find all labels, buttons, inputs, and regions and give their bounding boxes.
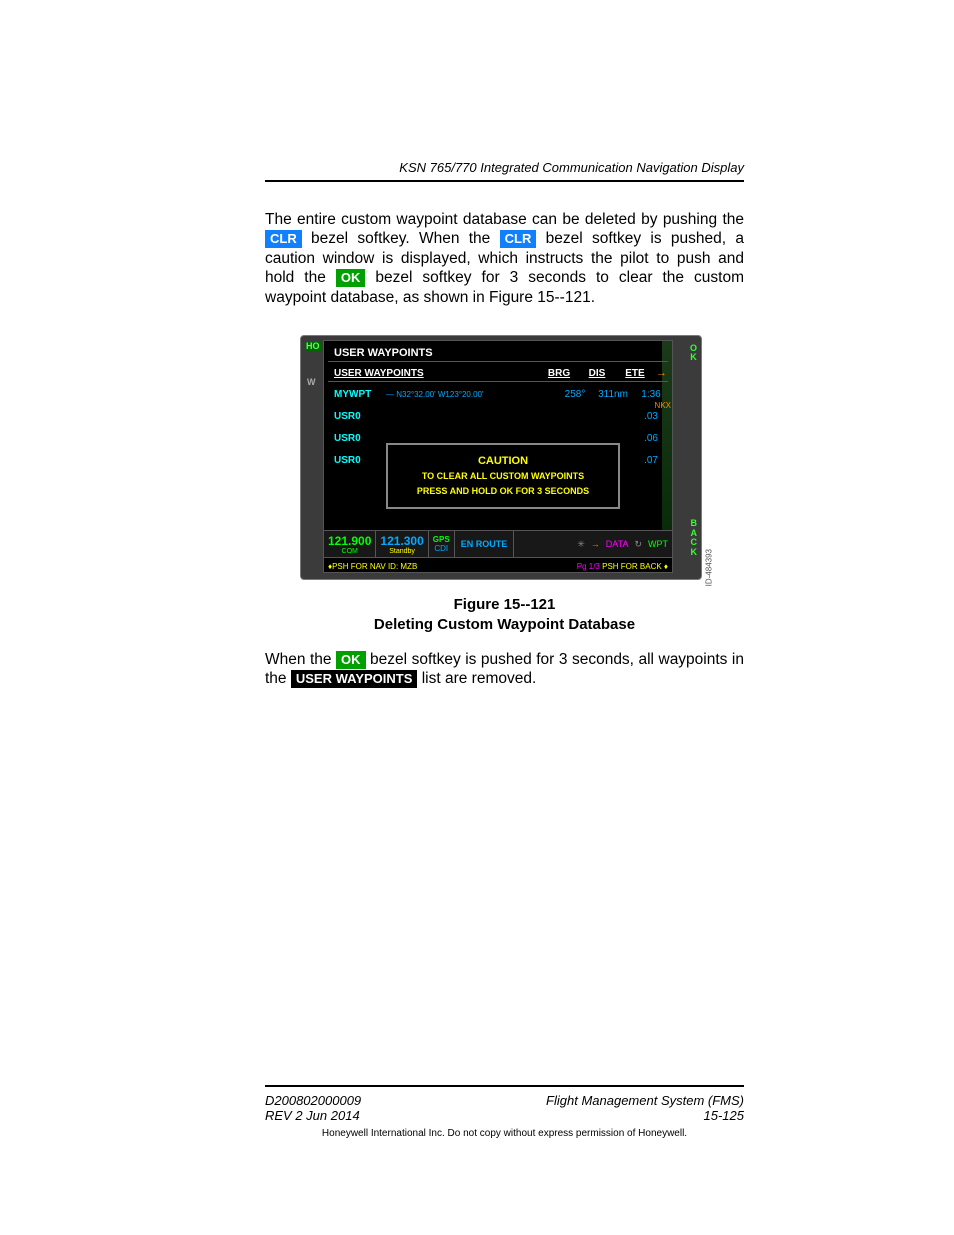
header-arrow-icon: → xyxy=(656,367,668,379)
wpt-label: WPT xyxy=(648,539,668,549)
col-header-ete: ETE xyxy=(618,368,652,379)
nav-mode-box[interactable]: GPS CDI xyxy=(429,531,455,557)
figure-caption: Figure 15--121 Deleting Custom Waypoint … xyxy=(265,595,744,634)
active-freq-label: COM xyxy=(328,548,371,555)
screen-title-bar: USER WAYPOINTS xyxy=(328,345,668,362)
refresh-icon: ↻ xyxy=(634,539,642,550)
wp-ete: .06 xyxy=(634,433,668,444)
wp-ete: .07 xyxy=(634,455,668,466)
waypoint-rows: MYWPT — N32°32.00' W123°20.00' 258° 311n… xyxy=(328,383,668,532)
bezel-ok-label[interactable]: O K xyxy=(690,344,697,363)
active-freq: 121.900 xyxy=(328,534,371,548)
clr-softkey-label: CLR xyxy=(265,230,302,248)
ok-softkey-label: OK xyxy=(336,269,366,287)
running-header: KSN 765/770 Integrated Communication Nav… xyxy=(399,160,744,175)
standby-freq: 121.300 xyxy=(380,534,423,548)
bezel-w-label: W xyxy=(307,378,316,387)
page: KSN 765/770 Integrated Communication Nav… xyxy=(0,0,954,1235)
page-footer: D200802000009 REV 2 Jun 2014 Flight Mana… xyxy=(265,1093,744,1123)
bezel-ho-label: HO xyxy=(305,342,321,351)
screen-title: USER WAYPOINTS xyxy=(328,347,433,359)
col-header-brg: BRG xyxy=(542,368,576,379)
caution-dialog: CAUTION TO CLEAR ALL CUSTOM WAYPOINTS PR… xyxy=(386,443,620,509)
revision-date: REV 2 Jun 2014 xyxy=(265,1108,361,1123)
col-header-name: USER WAYPOINTS xyxy=(328,368,538,379)
caution-line-1: TO CLEAR ALL CUSTOM WAYPOINTS xyxy=(422,471,584,482)
standby-freq-label: Standby xyxy=(380,548,423,555)
caption-line-2: Deleting Custom Waypoint Database xyxy=(265,615,744,635)
device-bezel: HO W O K B A C K ID-484393 NKX USER WAYP… xyxy=(300,335,702,580)
user-waypoints-label: USER WAYPOINTS xyxy=(291,670,418,688)
psh-nav-label: ♦PSH FOR NAV ID: MZB xyxy=(328,562,417,571)
wp-name: USR0 xyxy=(334,433,382,444)
compass-icon: ✳ xyxy=(577,539,585,550)
page-indicator: Pg 1/3 xyxy=(577,562,600,571)
arrow-icon: → xyxy=(591,539,600,549)
wp-ete: 1:36 xyxy=(634,389,668,400)
data-label: DATA xyxy=(606,539,629,549)
display-screen: NKX USER WAYPOINTS USER WAYPOINTS BRG DI… xyxy=(323,340,673,573)
psh-back-label: PSH FOR BACK ♦ xyxy=(602,562,668,571)
bottom-status-bar: 121.900 COM 121.300 Standby GPS CDI EN R… xyxy=(324,530,672,558)
bezel-back-label[interactable]: B A C K xyxy=(691,519,698,557)
wp-dis: 311nm xyxy=(596,389,630,400)
text: list are removed. xyxy=(422,670,537,687)
wp-coord: — N32°32.00' W123°20.00' xyxy=(386,390,554,399)
page-number: 15-125 xyxy=(546,1108,744,1123)
caption-line-1: Figure 15--121 xyxy=(265,595,744,615)
mode-cdi: CDI xyxy=(434,544,448,553)
caution-caption: CAUTION xyxy=(478,455,528,467)
footer-rule xyxy=(265,1085,744,1087)
list-header-row: USER WAYPOINTS BRG DIS ETE → xyxy=(328,365,668,382)
system-name: Flight Management System (FMS) xyxy=(546,1093,744,1108)
waypoint-row[interactable]: MYWPT — N32°32.00' W123°20.00' 258° 311n… xyxy=(328,383,668,405)
active-freq-box[interactable]: 121.900 COM xyxy=(324,531,376,557)
text: The entire custom waypoint database can … xyxy=(265,211,744,228)
text: bezel softkey. When the xyxy=(311,230,500,247)
wp-name: USR0 xyxy=(334,411,382,422)
wp-name: USR0 xyxy=(334,455,382,466)
text: When the xyxy=(265,651,336,668)
enroute-indicator: EN ROUTE xyxy=(455,531,515,557)
wp-ete: .03 xyxy=(634,411,668,422)
clr-softkey-label: CLR xyxy=(500,230,537,248)
paragraph-2: When the OK bezel softkey is pushed for … xyxy=(265,650,744,689)
copyright-notice: Honeywell International Inc. Do not copy… xyxy=(265,1128,744,1139)
caution-line-2: PRESS AND HOLD OK FOR 3 SECONDS xyxy=(417,486,589,497)
figure-screenshot: HO W O K B A C K ID-484393 NKX USER WAYP… xyxy=(300,335,702,580)
paragraph-1: The entire custom waypoint database can … xyxy=(265,210,744,307)
standby-freq-box[interactable]: 121.300 Standby xyxy=(376,531,428,557)
header-rule xyxy=(265,180,744,182)
image-id-label: ID-484393 xyxy=(704,549,713,586)
doc-number: D200802000009 xyxy=(265,1093,361,1108)
mode-gps: GPS xyxy=(433,535,450,544)
wp-name: MYWPT xyxy=(334,389,382,400)
screen-footer-strip: ♦PSH FOR NAV ID: MZB Pg 1/3 PSH FOR BACK… xyxy=(324,560,672,572)
col-header-dis: DIS xyxy=(580,368,614,379)
wp-brg: 258° xyxy=(558,389,592,400)
ok-softkey-label: OK xyxy=(336,651,366,669)
nav-data-indicator: ✳ → DATA ↻ WPT xyxy=(514,531,672,557)
waypoint-row[interactable]: USR0 .03 xyxy=(328,405,668,427)
